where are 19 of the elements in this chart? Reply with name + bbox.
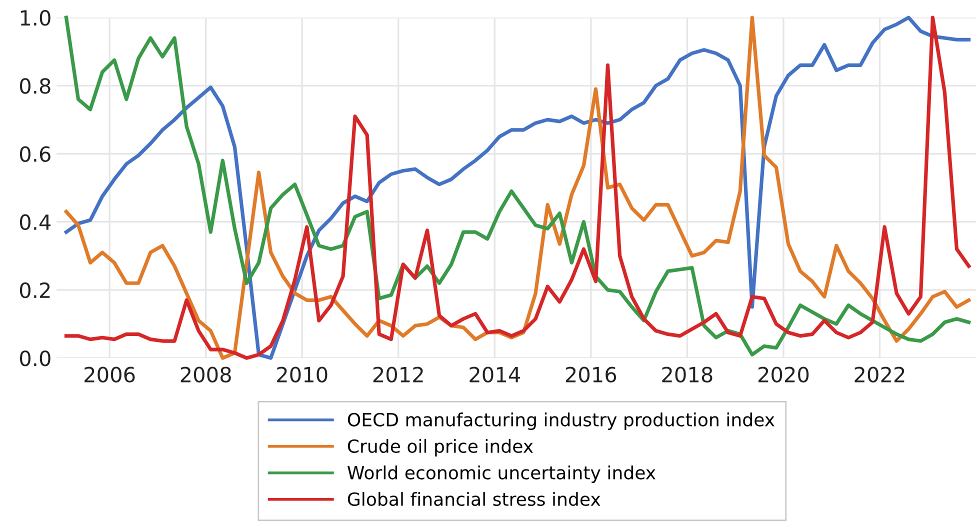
y-tick-label: 0.8	[20, 78, 50, 94]
x-tick-label: 2014	[470, 366, 520, 382]
legend-label: Crude oil price index	[348, 439, 533, 456]
x-tick-label: 2020	[758, 366, 809, 382]
x-tick-label: 2010	[277, 366, 328, 382]
x-tick-label: 2008	[180, 366, 231, 382]
y-tick-label: 0.0	[20, 350, 50, 366]
legend-label: OECD manufacturing industry production index	[348, 412, 774, 430]
legend-label: World economic uncertainty index	[348, 466, 656, 483]
y-tick-label: 0.6	[20, 146, 50, 162]
x-tick-label: 2012	[373, 366, 423, 382]
x-tick-label: 2018	[662, 366, 712, 382]
y-tick-label: 1.0	[20, 10, 50, 26]
x-tick-label: 2022	[854, 366, 904, 382]
y-tick-label: 0.2	[20, 282, 50, 298]
legend-label: Global financial stress index	[348, 492, 600, 506]
y-tick-label: 0.4	[20, 214, 51, 230]
x-tick-label: 2016	[566, 366, 616, 382]
x-tick-label: 2006	[84, 366, 135, 382]
